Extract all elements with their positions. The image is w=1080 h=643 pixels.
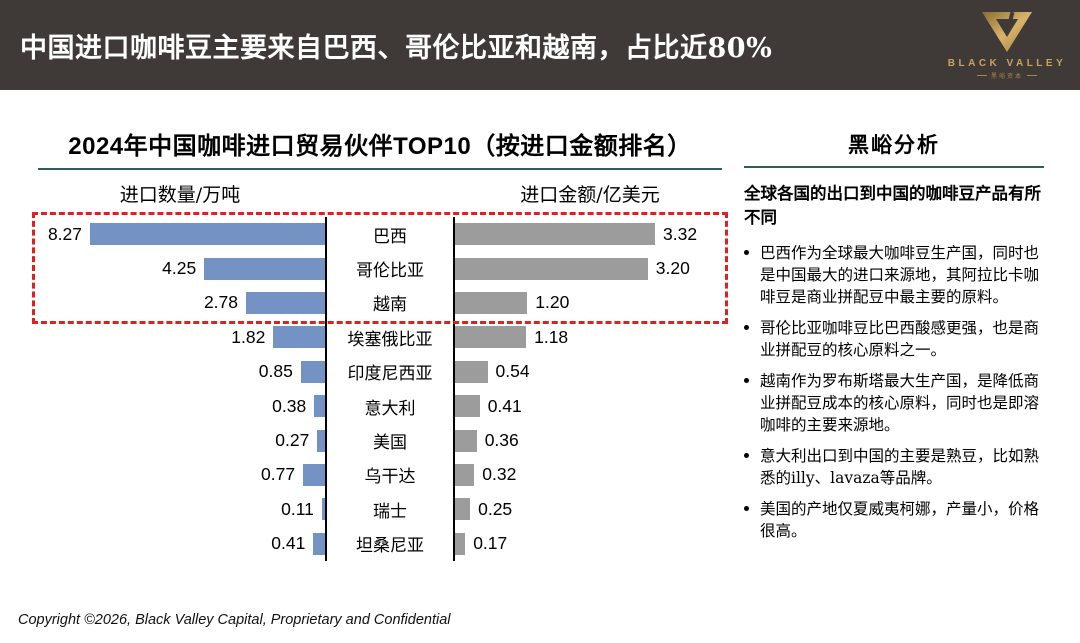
analysis-title: 黑峪分析	[848, 132, 940, 157]
import-amount-value: 0.41	[487, 395, 522, 416]
country-label: 意大利	[364, 398, 416, 419]
logo-brand-text: BLACK VALLEY	[947, 58, 1067, 69]
analysis-bullet: 哥伦比亚咖啡豆比巴西酸感更强，也是商业拼配豆的核心原料之一。	[744, 317, 1044, 361]
right-axis-label: 进口金额/亿美元	[520, 183, 660, 206]
bullet-text: 意大利出口到中国的主要是熟豆，比如熟悉的illy、lavaza等品牌。	[760, 446, 1040, 487]
analysis-panel: 黑峪分析 全球各国的出口到中国的咖啡豆产品有所不同 巴西作为全球最大咖啡豆生产国…	[744, 129, 1044, 551]
chart-title: 2024年中国咖啡进口贸易伙伴TOP10（按进口金额排名）	[68, 133, 692, 160]
analysis-intro: 全球各国的出口到中国的咖啡豆产品有所不同	[744, 184, 1041, 227]
chart-row: 0.38 意大利 0.41	[35, 388, 725, 424]
import-volume-bar	[321, 498, 325, 521]
import-volume-bar	[317, 429, 325, 452]
import-volume-bar	[273, 326, 325, 349]
chart-row: 0.27 美国 0.36	[35, 423, 725, 458]
logo-brand-cn: 黑峪资本	[976, 71, 1037, 80]
import-volume-value: 0.77	[261, 464, 296, 485]
logo-dash-left	[976, 75, 987, 76]
import-amount-bar	[455, 291, 528, 314]
chart-panel: 2024年中国咖啡进口贸易伙伴TOP10（按进口金额排名） 进口数量/万吨 进口…	[32, 126, 728, 561]
analysis-bullet-list: 巴西作为全球最大咖啡豆生产国，同时也是中国最大的进口来源地，其阿拉比卡咖啡豆是商…	[744, 242, 1044, 542]
import-volume-bar	[204, 257, 325, 280]
import-volume-value: 2.78	[203, 292, 238, 313]
bullet-text: 哥伦比亚咖啡豆比巴西酸感更强，也是商业拼配豆的核心原料之一。	[760, 318, 1040, 359]
analysis-title-underline	[744, 166, 1044, 168]
import-volume-value: 0.41	[271, 533, 306, 554]
slide-title: 中国进口咖啡豆主要来自巴西、哥伦比亚和越南，占比近80%	[20, 32, 773, 64]
copyright-notice: Copyright ©2026, Black Valley Capital, P…	[18, 612, 451, 628]
black-valley-triangle-icon	[982, 11, 1032, 52]
import-amount-bar	[455, 498, 471, 521]
bullet-dot-icon	[744, 324, 749, 330]
bullet-dot-icon	[744, 452, 749, 458]
country-label: 瑞士	[373, 501, 407, 522]
import-volume-bar	[313, 532, 325, 555]
country-label: 印度尼西亚	[347, 364, 433, 385]
chart-row: 8.27 巴西 3.32	[35, 217, 725, 252]
analysis-bullet: 美国的产地仅夏威夷柯娜，产量小，价格很高。	[744, 498, 1044, 542]
import-volume-value: 1.82	[231, 326, 266, 347]
country-label: 埃塞俄比亚	[347, 329, 433, 350]
chart-row: 0.85 印度尼西亚 0.54	[35, 354, 725, 389]
chart-row: 4.25 哥伦比亚 3.20	[35, 251, 725, 286]
chart-row: 0.77 乌干达 0.32	[35, 457, 725, 493]
import-volume-value: 8.27	[47, 223, 82, 244]
bullet-text: 越南作为罗布斯塔最大生产国，是降低商业拼配豆成本的核心原料，同时也是即溶咖啡的主…	[760, 371, 1040, 434]
company-logo: BLACK VALLEY 黑峪资本	[948, 10, 1066, 80]
country-label: 哥伦比亚	[356, 261, 424, 282]
import-amount-bar	[455, 326, 527, 349]
import-volume-value: 4.25	[162, 258, 197, 279]
import-amount-bar	[455, 532, 466, 555]
import-volume-bar	[314, 395, 325, 418]
import-amount-value: 1.18	[534, 326, 569, 347]
import-amount-bar	[455, 360, 488, 383]
country-label: 越南	[373, 295, 407, 316]
logo-dash-right	[1027, 75, 1037, 76]
import-amount-value: 0.54	[495, 361, 530, 382]
country-label: 坦桑尼亚	[356, 536, 424, 557]
country-label: 乌干达	[364, 467, 416, 488]
import-amount-bar	[455, 395, 480, 418]
import-amount-value: 0.32	[482, 464, 517, 485]
bullet-dot-icon	[744, 505, 749, 511]
import-amount-value: 0.17	[473, 533, 508, 554]
import-amount-value: 1.20	[535, 292, 570, 313]
chart-row: 2.78 越南 1.20	[35, 285, 725, 321]
import-amount-bar	[455, 463, 475, 486]
import-amount-value: 3.20	[655, 258, 690, 279]
analysis-bullet: 意大利出口到中国的主要是熟豆，比如熟悉的illy、lavaza等品牌。	[744, 445, 1044, 489]
import-amount-value: 0.36	[484, 430, 519, 451]
import-volume-value: 0.85	[258, 361, 293, 382]
chart-row: 1.82 埃塞俄比亚 1.18	[35, 320, 725, 355]
import-amount-bar	[455, 223, 655, 246]
import-volume-value: 0.27	[275, 430, 310, 451]
analysis-bullet: 巴西作为全球最大咖啡豆生产国，同时也是中国最大的进口来源地，其阿拉比卡咖啡豆是商…	[744, 242, 1044, 308]
bullet-dot-icon	[744, 377, 749, 383]
chart-row: 0.41 坦桑尼亚 0.17	[35, 526, 725, 561]
bullet-text: 美国的产地仅夏威夷柯娜，产量小，价格很高。	[760, 499, 1040, 540]
analysis-bullet: 越南作为罗布斯塔最大生产国，是降低商业拼配豆成本的核心原料，同时也是即溶咖啡的主…	[744, 370, 1044, 436]
logo-brand-cn-text: 黑峪资本	[990, 74, 1023, 80]
country-label: 美国	[373, 433, 407, 454]
import-volume-bar	[303, 463, 325, 486]
axis-labels-row: 进口数量/万吨 进口金额/亿美元	[35, 179, 725, 207]
bullet-text: 巴西作为全球最大咖啡豆生产国，同时也是中国最大的进口来源地，其阿拉比卡咖啡豆是商…	[760, 243, 1040, 306]
import-amount-value: 3.32	[663, 223, 698, 244]
country-label: 巴西	[373, 226, 407, 247]
import-volume-bar	[246, 291, 325, 314]
bullet-dot-icon	[744, 249, 749, 255]
import-volume-bar	[90, 223, 325, 246]
import-amount-bar	[455, 429, 477, 452]
chart-title-underline	[38, 168, 722, 170]
import-volume-value: 0.38	[272, 395, 307, 416]
import-volume-bar	[300, 360, 325, 383]
header-bar: 中国进口咖啡豆主要来自巴西、哥伦比亚和越南，占比近80% BLACK VALLE…	[0, 0, 1080, 90]
import-amount-value: 0.25	[478, 498, 513, 519]
left-axis-label: 进口数量/万吨	[119, 183, 241, 206]
chart-rows: 8.27 巴西 3.32 4.25 哥伦比亚 3.20 2.78 越南 1.20 1.82 埃塞俄比…	[32, 212, 728, 561]
import-amount-bar	[455, 257, 648, 280]
chart-row: 0.11 瑞士 0.25	[35, 492, 725, 527]
import-volume-value: 0.11	[281, 498, 314, 519]
